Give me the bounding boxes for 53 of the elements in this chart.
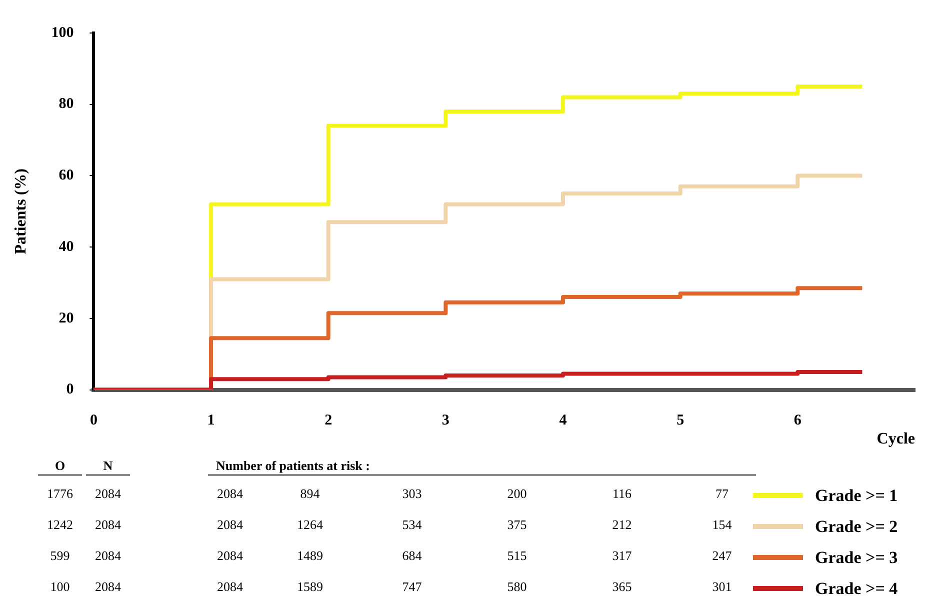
x-tick-label: 6	[794, 412, 802, 429]
y-axis-title: Patients (%)	[12, 168, 30, 254]
text: O	[38, 458, 82, 476]
text: 1776	[46, 486, 74, 502]
y-tick-label: 80	[58, 96, 74, 112]
text: 2084	[216, 579, 244, 595]
legend-label: Grade >= 3	[815, 548, 898, 568]
text: 2084	[94, 579, 122, 595]
text: 375	[506, 517, 528, 533]
text: 534	[401, 517, 423, 533]
x-tick-label: 1	[207, 412, 215, 429]
y-tick-label: 0	[66, 382, 74, 398]
text: 154	[711, 517, 733, 533]
y-tick-label: 60	[58, 168, 74, 184]
text: 2084	[216, 517, 244, 533]
text: 580	[506, 579, 528, 595]
text: 599	[49, 548, 71, 564]
text: 77	[714, 486, 730, 502]
text: Number of patients at risk :	[208, 458, 756, 476]
text: 301	[711, 579, 733, 595]
x-tick-label: 3	[442, 412, 450, 429]
legend-label: Grade >= 4	[815, 578, 898, 598]
legend-label: Grade >= 2	[815, 516, 898, 536]
text: 116	[611, 486, 633, 502]
text: 303	[401, 486, 423, 502]
text: 2084	[216, 548, 244, 564]
text: 2084	[94, 517, 122, 533]
text: 1489	[296, 548, 324, 564]
text: 894	[299, 486, 321, 502]
text: 2084	[216, 486, 244, 502]
y-tick-label: 100	[51, 24, 74, 41]
text: 1264	[296, 517, 324, 533]
x-tick-label: 4	[559, 412, 568, 429]
text: 1242	[46, 517, 74, 533]
text: 747	[401, 579, 423, 595]
text: 365	[611, 579, 633, 595]
x-tick-label: 5	[676, 412, 684, 429]
legend-label: Grade >= 1	[815, 486, 898, 506]
text: 684	[401, 548, 423, 564]
y-tick-label: 40	[58, 238, 74, 255]
text: 515	[506, 548, 528, 564]
text: 317	[611, 548, 633, 564]
text: N	[86, 458, 130, 476]
text: 212	[611, 517, 633, 533]
text: 2084	[94, 486, 122, 502]
x-tick-label: 2	[324, 412, 332, 429]
x-tick-label: 0	[90, 412, 98, 429]
text: 2084	[94, 548, 122, 564]
text: 1589	[296, 579, 324, 595]
text: 200	[506, 486, 528, 502]
text: 247	[711, 548, 733, 564]
x-axis-title: Cycle	[876, 430, 915, 448]
y-tick-label: 20	[58, 310, 74, 326]
